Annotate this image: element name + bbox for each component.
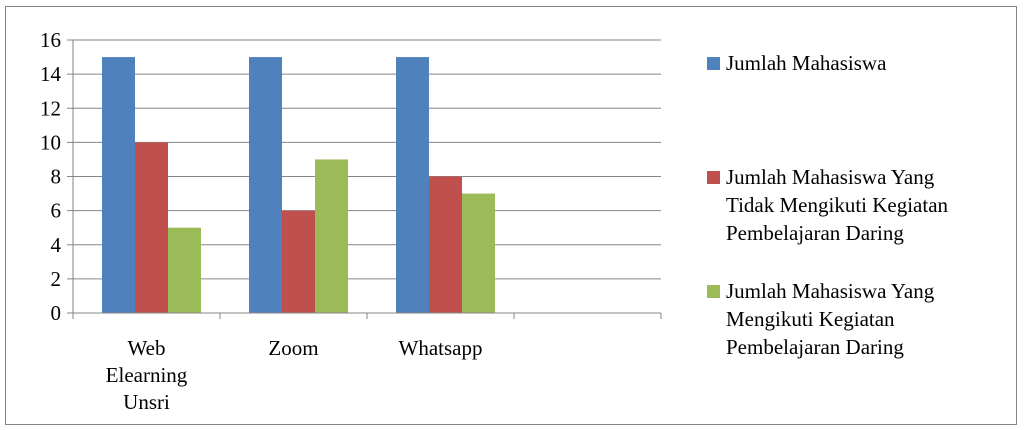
y-tick-label: 0	[51, 301, 62, 325]
legend-label: Mengikuti Kegiatan	[726, 307, 895, 331]
y-tick-label: 12	[40, 96, 61, 120]
legend-label: Pembelajaran Daring	[726, 221, 904, 245]
bar	[396, 57, 429, 313]
legend-label: Pembelajaran Daring	[726, 335, 904, 359]
legend-swatch	[707, 57, 720, 70]
y-tick-label: 6	[51, 199, 62, 223]
legend-label: Jumlah Mahasiswa Yang	[726, 279, 935, 303]
legend-label: Tidak Mengikuti Kegiatan	[726, 193, 949, 217]
bars	[102, 57, 495, 313]
bar	[429, 176, 462, 313]
x-category-label: Zoom	[268, 336, 318, 360]
bar	[135, 142, 168, 313]
y-tick-label: 4	[51, 233, 62, 257]
chart-frame: 0 2 4 6 8 10 12 14 16 Web Elearning Unsri Zoom Whats…	[5, 6, 1017, 425]
bar-chart: 0 2 4 6 8 10 12 14 16 Web Elearning Unsri Zoom Whats…	[40, 28, 949, 414]
x-category-label: Whatsapp	[399, 336, 483, 360]
x-category-labels: Web Elearning Unsri Zoom Whatsapp	[106, 336, 483, 414]
y-tick-label: 2	[51, 267, 62, 291]
y-tick-label: 10	[40, 130, 61, 154]
y-tick-labels: 0 2 4 6 8 10 12 14 16	[40, 28, 62, 325]
legend-swatch	[707, 285, 720, 298]
axes	[67, 39, 662, 319]
y-tick-label: 14	[40, 62, 62, 86]
bar	[315, 159, 348, 313]
legend-label: Jumlah Mahasiswa Yang	[726, 165, 935, 189]
x-category-label: Elearning	[106, 363, 188, 387]
legend: Jumlah Mahasiswa Jumlah Mahasiswa Yang Tid…	[707, 51, 949, 359]
bar	[168, 227, 201, 313]
legend-label: Jumlah Mahasiswa	[726, 51, 887, 75]
bar	[462, 193, 495, 313]
y-tick-label: 8	[51, 165, 62, 189]
x-category-label: Web	[128, 336, 166, 360]
bar	[249, 57, 282, 313]
x-category-label: Unsri	[123, 390, 170, 414]
bar	[282, 210, 315, 313]
y-tick-label: 16	[40, 28, 61, 52]
legend-swatch	[707, 171, 720, 184]
bar	[102, 57, 135, 313]
